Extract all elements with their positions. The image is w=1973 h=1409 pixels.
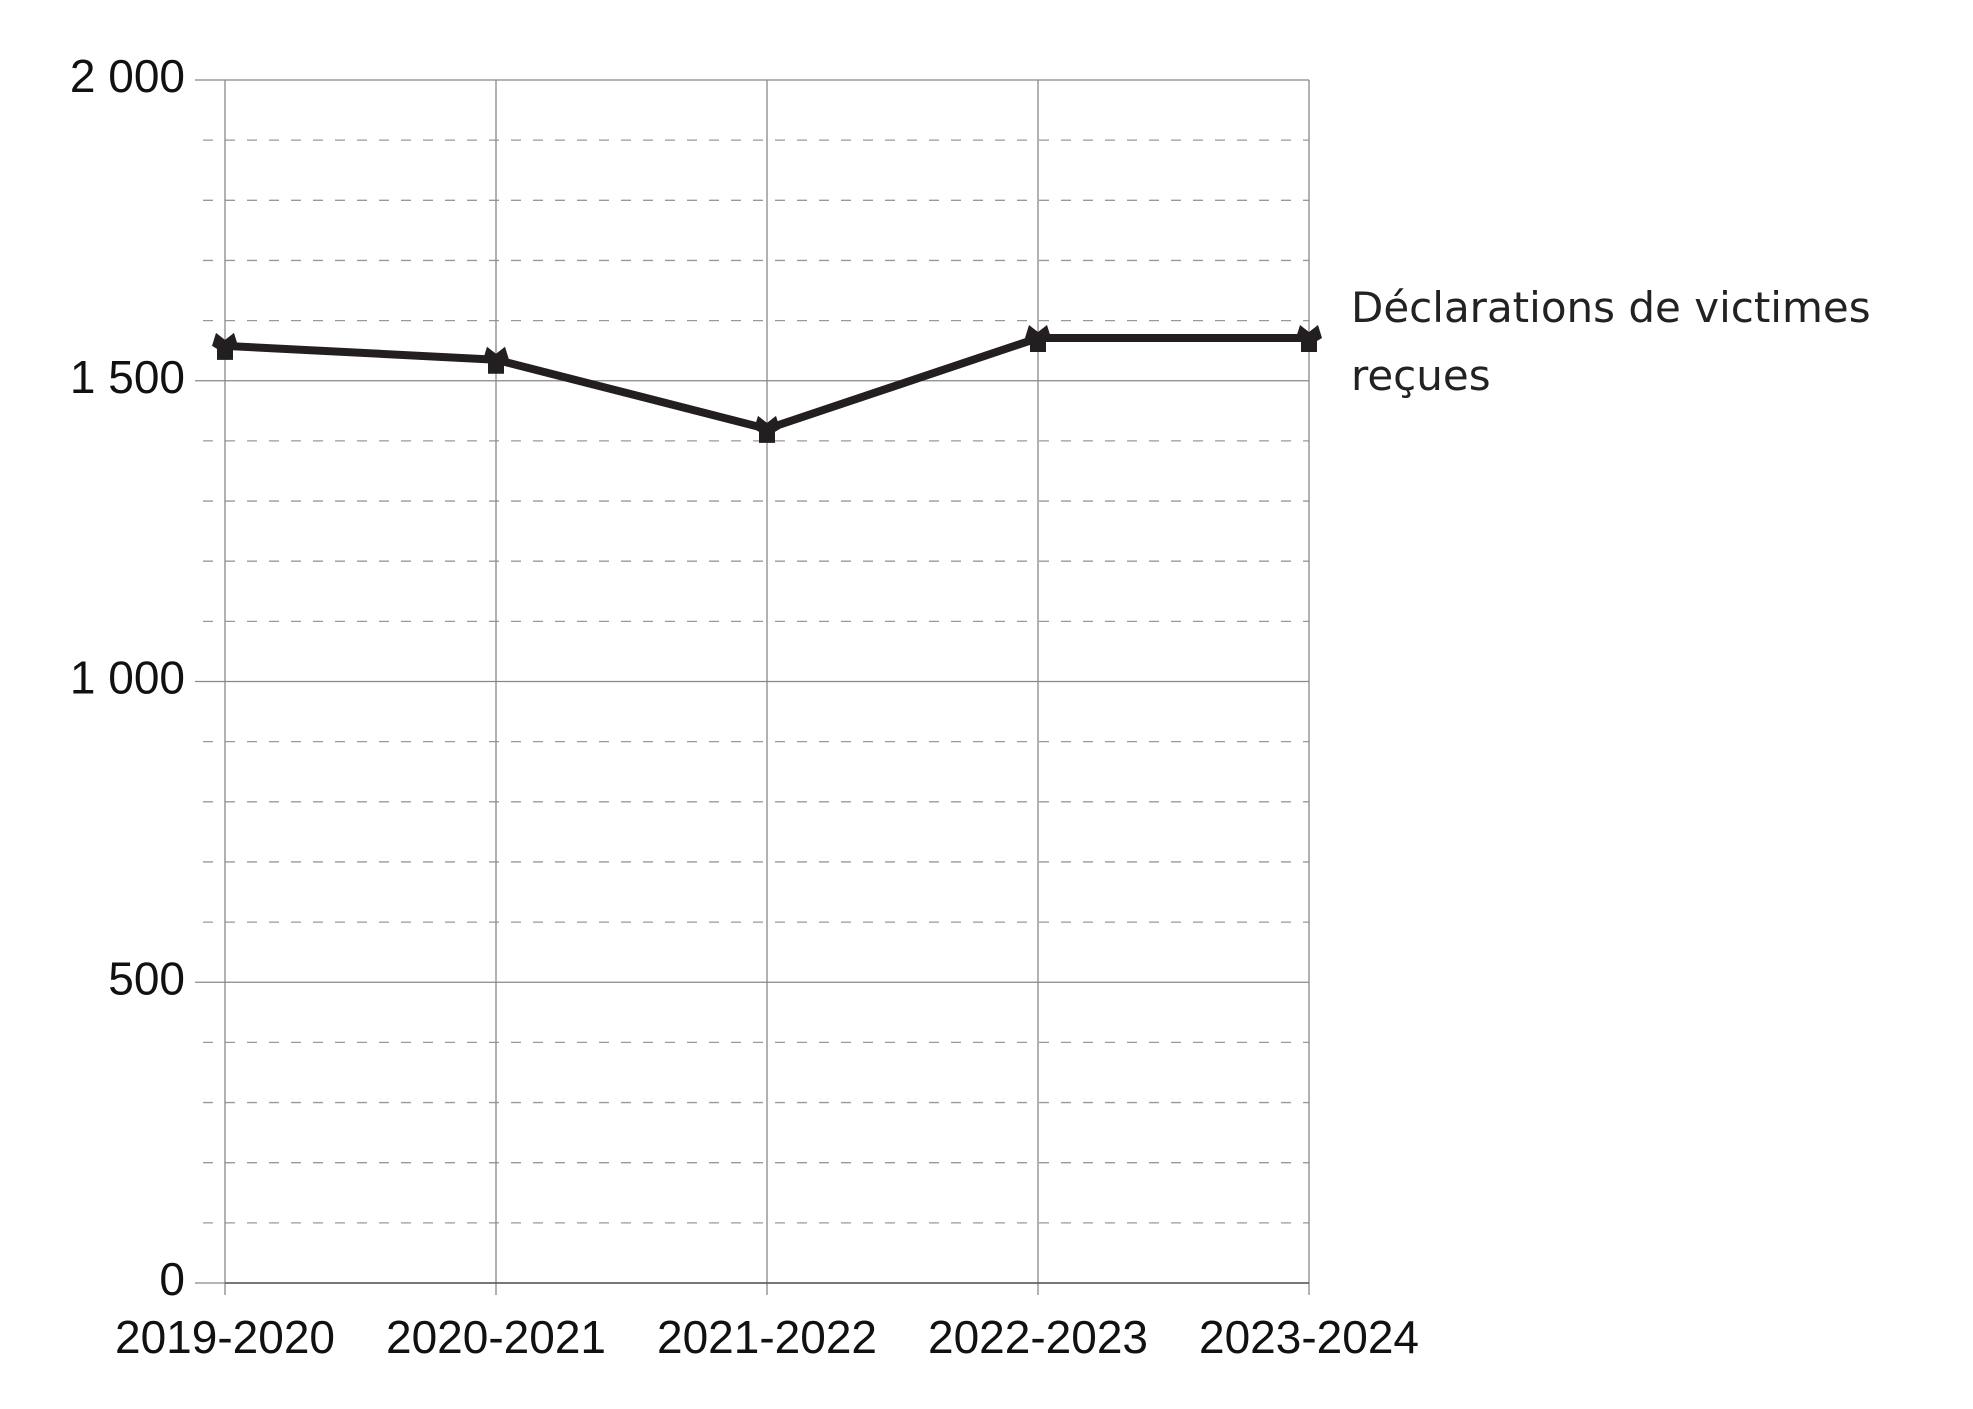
y-tick-label: 500 (108, 952, 185, 1004)
marker (483, 346, 509, 374)
marker (1025, 325, 1051, 353)
y-tick-label: 1 000 (70, 652, 185, 704)
marker (754, 415, 780, 443)
x-tick-label: 2021-2022 (657, 1311, 877, 1363)
x-tick-label: 2022-2023 (928, 1311, 1148, 1363)
y-tick-label: 1 500 (70, 351, 185, 403)
x-tick-label: 2020-2021 (386, 1311, 606, 1363)
y-tick-label: 2 000 (70, 50, 185, 102)
marker (212, 332, 238, 360)
x-tick-label: 2023-2024 (1199, 1311, 1419, 1363)
x-tick-label: 2019-2020 (115, 1311, 335, 1363)
y-tick-label: 0 (159, 1253, 185, 1305)
series-label: Déclarations de victimes reçues (1351, 283, 1871, 401)
marker (1296, 325, 1322, 353)
